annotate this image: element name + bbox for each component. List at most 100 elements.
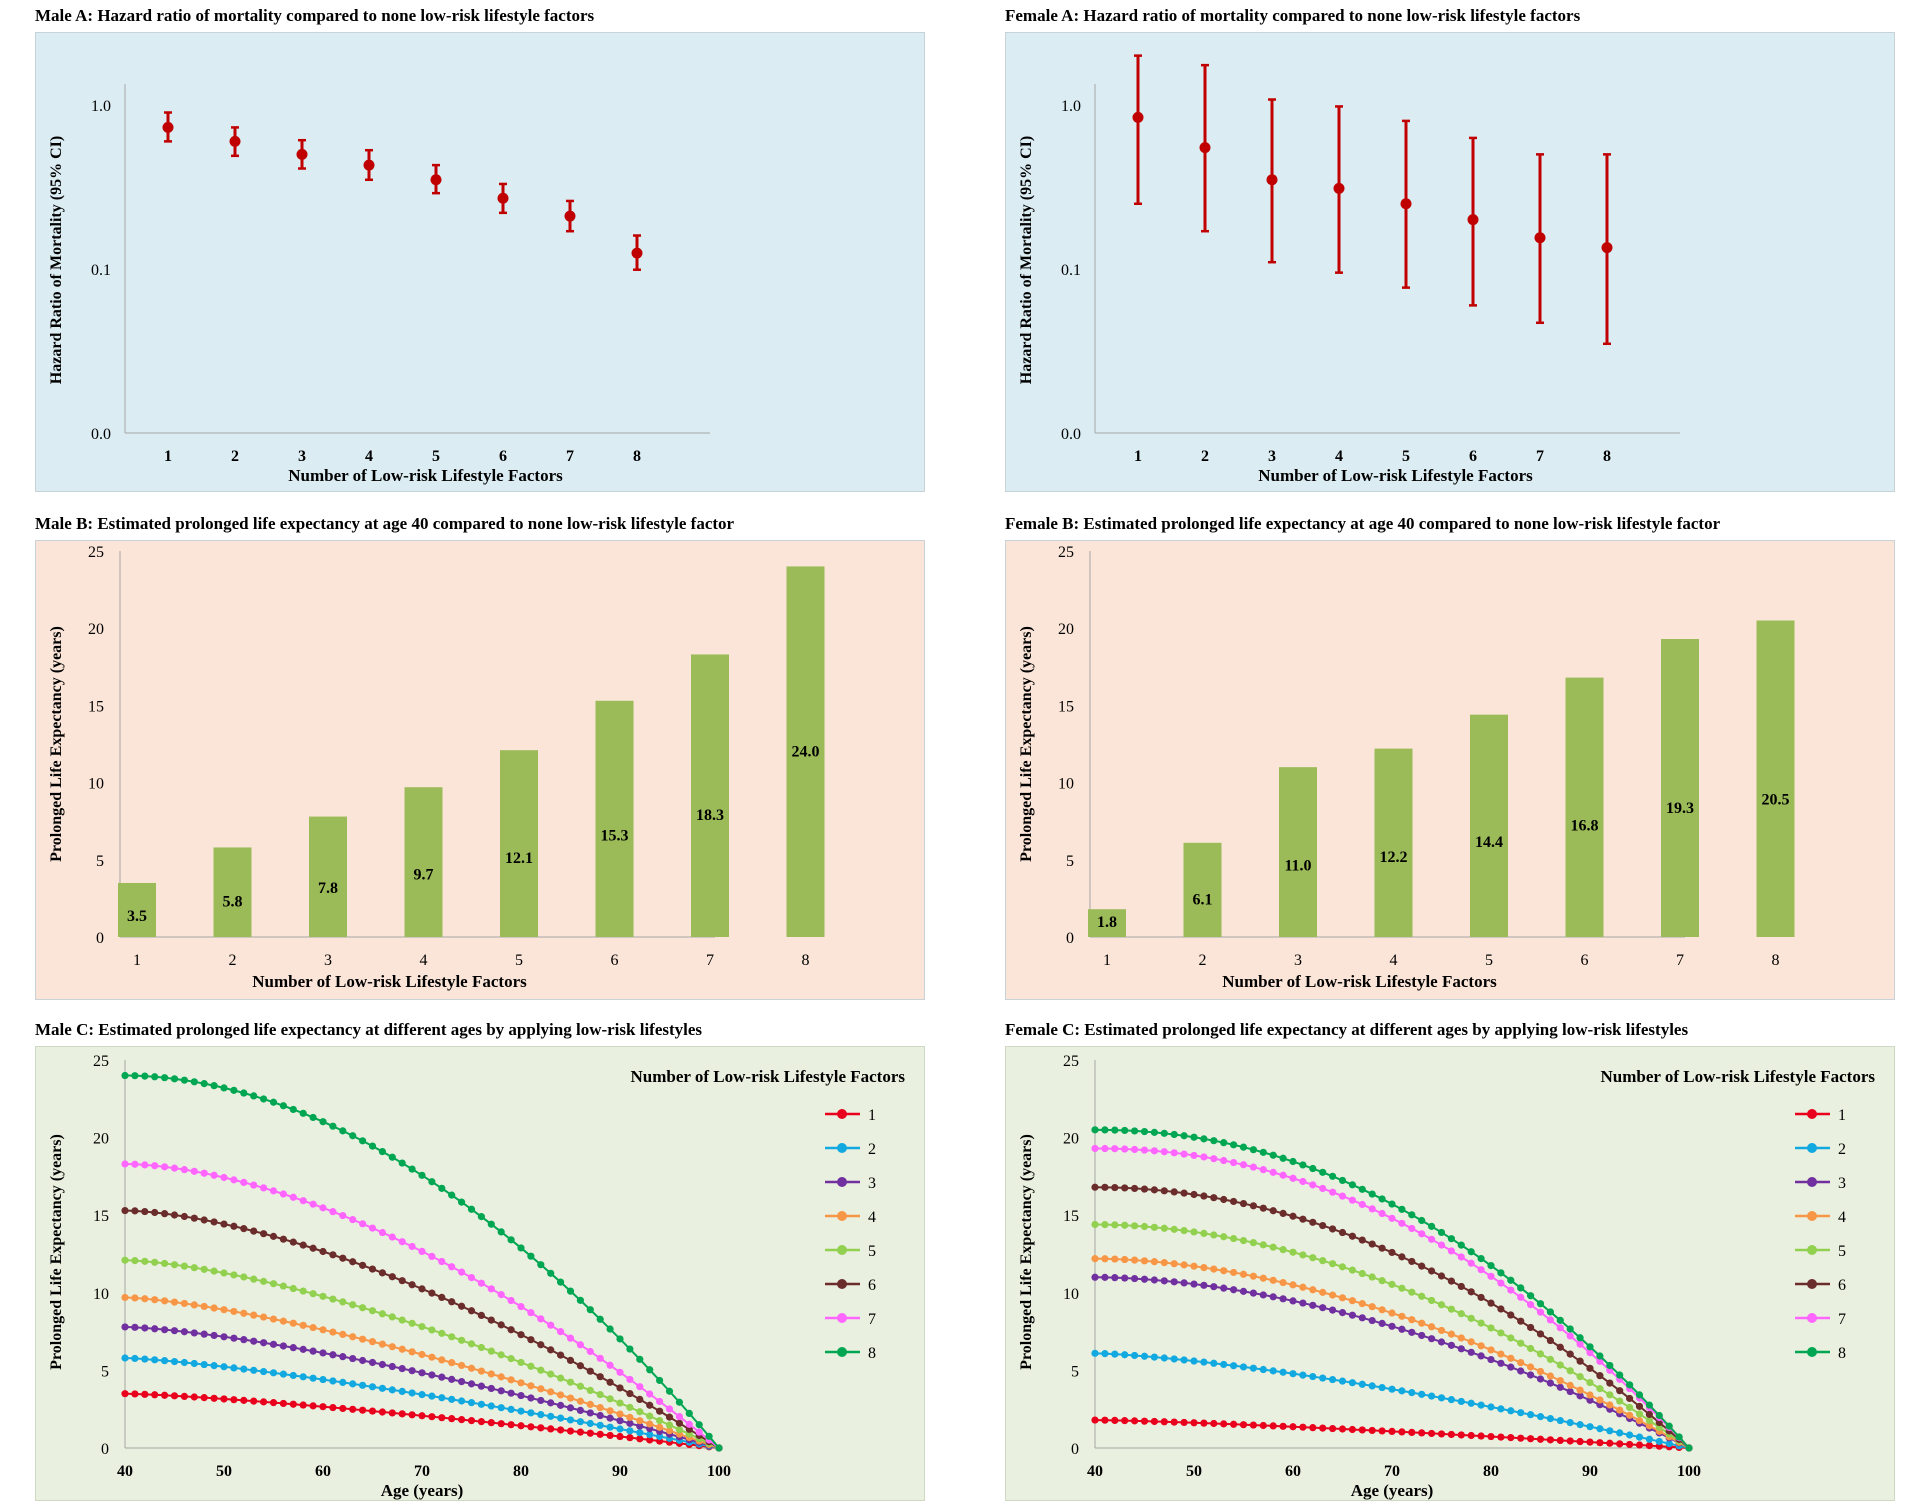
series-point	[1447, 1247, 1455, 1255]
series-point	[1309, 1181, 1317, 1189]
series-point	[1388, 1322, 1396, 1330]
series-point	[537, 1261, 545, 1269]
series-point	[260, 1367, 268, 1376]
series-point	[220, 1333, 228, 1341]
series-point	[329, 1251, 337, 1259]
series-point	[121, 1206, 129, 1215]
series-point	[1596, 1372, 1604, 1380]
series-point	[1279, 1368, 1287, 1376]
series-point	[1586, 1438, 1594, 1446]
series-point	[537, 1424, 545, 1432]
series-point	[1566, 1325, 1574, 1333]
data-point	[1333, 182, 1345, 194]
x-tick-label: 2	[229, 952, 237, 969]
series-point	[1408, 1388, 1416, 1397]
series-point	[1556, 1316, 1564, 1324]
series-point	[319, 1326, 327, 1334]
x-tick-label: 6	[1469, 448, 1477, 465]
series-point	[1487, 1432, 1495, 1441]
data-point	[229, 135, 241, 147]
series-point	[458, 1198, 466, 1206]
series-point	[1279, 1154, 1287, 1162]
series-point	[1190, 1357, 1198, 1365]
series-point	[260, 1277, 268, 1285]
series-point	[1131, 1127, 1139, 1135]
series-point	[299, 1287, 307, 1295]
series-point	[388, 1343, 396, 1351]
series-point	[1259, 1241, 1267, 1249]
series-point	[1378, 1244, 1386, 1252]
series-point	[636, 1435, 644, 1443]
x-tick-label: 6	[611, 952, 619, 969]
series-point	[448, 1375, 456, 1383]
series-point	[210, 1304, 218, 1312]
series-point	[1517, 1367, 1525, 1375]
series-point	[349, 1380, 357, 1388]
series-point	[1259, 1291, 1267, 1299]
female-b-panel: Female B: Estimated prolonged life expec…	[1005, 514, 1905, 1004]
bar-value-label: 16.8	[1571, 817, 1599, 834]
series-point	[378, 1384, 386, 1392]
series-point	[1299, 1283, 1307, 1291]
series-point	[1487, 1262, 1495, 1270]
series-point	[1101, 1350, 1109, 1358]
series-point	[1556, 1377, 1564, 1385]
series-point	[477, 1279, 485, 1287]
series-point	[497, 1321, 505, 1329]
series-point	[131, 1207, 139, 1215]
y-tick-label: 0	[1066, 930, 1074, 947]
series-point	[586, 1429, 594, 1437]
series-point	[665, 1427, 674, 1435]
series-point	[1616, 1397, 1624, 1405]
y-tick-label: 0	[101, 1441, 109, 1458]
series-point	[418, 1412, 426, 1420]
series-point	[1507, 1276, 1515, 1284]
series-point	[1576, 1421, 1584, 1429]
series-point	[359, 1406, 367, 1414]
series-point	[507, 1405, 515, 1414]
series-point	[1140, 1146, 1149, 1154]
series-point	[1289, 1423, 1297, 1431]
chart-title: Male A: Hazard ratio of mortality compar…	[35, 6, 595, 25]
series-point	[1507, 1407, 1515, 1415]
series-point	[1576, 1373, 1584, 1381]
series-point	[527, 1309, 535, 1317]
series-point	[1348, 1232, 1356, 1240]
series-point	[596, 1430, 604, 1438]
series-point	[1447, 1396, 1455, 1404]
male-c-panel: Male C: Estimated prolonged life expecta…	[35, 1020, 935, 1505]
series-point	[279, 1399, 287, 1408]
series-point	[1645, 1442, 1653, 1450]
series-point	[675, 1412, 684, 1421]
series-point	[1091, 1126, 1099, 1134]
series-point	[1467, 1248, 1475, 1256]
series-point	[1497, 1329, 1505, 1337]
series-point	[1566, 1367, 1574, 1375]
series-point	[636, 1429, 644, 1437]
series-point	[388, 1362, 396, 1371]
series-point	[1487, 1324, 1495, 1332]
series-point	[1606, 1391, 1614, 1399]
series-point	[1437, 1228, 1446, 1237]
series-point	[141, 1390, 149, 1398]
series-point	[200, 1169, 208, 1177]
series-point	[1338, 1176, 1347, 1185]
series-point	[448, 1359, 456, 1367]
series-point	[1140, 1222, 1149, 1231]
series-point	[646, 1390, 654, 1398]
series-point	[1477, 1342, 1485, 1350]
series-point	[646, 1430, 654, 1439]
series-point	[1329, 1375, 1337, 1384]
series-point	[388, 1386, 396, 1394]
series-point	[309, 1244, 317, 1252]
series-point	[1180, 1279, 1188, 1287]
series-point	[1358, 1200, 1366, 1209]
series-point	[566, 1356, 575, 1365]
series-point	[517, 1422, 525, 1430]
x-tick-label: 3	[298, 448, 306, 465]
series-point	[626, 1345, 634, 1353]
series-point	[250, 1181, 258, 1189]
series-point	[1447, 1235, 1455, 1243]
